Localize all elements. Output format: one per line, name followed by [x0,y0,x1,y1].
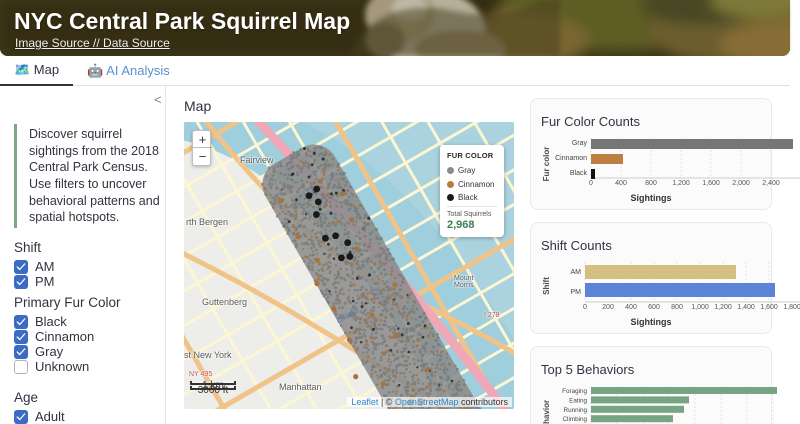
svg-text:2,000: 2,000 [732,180,750,187]
svg-text:Cinnamon: Cinnamon [555,155,587,162]
svg-text:Running: Running [564,407,588,414]
svg-text:Foraging: Foraging [562,388,587,395]
svg-text:1,200: 1,200 [672,180,690,187]
svg-text:1,600: 1,600 [760,304,778,311]
svg-text:1,000: 1,000 [691,304,709,311]
svg-text:Shift: Shift [542,277,551,295]
svg-text:Behavior: Behavior [542,400,551,424]
svg-text:Fur color: Fur color [542,147,551,182]
svg-text:800: 800 [645,180,657,187]
svg-text:400: 400 [625,304,637,311]
svg-text:Climbing: Climbing [563,416,588,423]
svg-text:PM: PM [571,289,582,296]
svg-text:800: 800 [671,304,683,311]
svg-text:0: 0 [589,180,593,187]
svg-text:600: 600 [648,304,660,311]
svg-text:Gray: Gray [572,140,588,147]
svg-text:0: 0 [583,304,587,311]
svg-text:400: 400 [615,180,627,187]
svg-text:1,800: 1,800 [783,304,800,311]
svg-text:Eating: Eating [569,397,587,404]
svg-text:1,600: 1,600 [702,180,720,187]
svg-text:200: 200 [602,304,614,311]
svg-text:1,200: 1,200 [714,304,732,311]
svg-text:Black: Black [570,170,588,177]
svg-text:1,400: 1,400 [737,304,755,311]
svg-text:AM: AM [571,269,582,276]
svg-text:2,400: 2,400 [762,180,780,187]
